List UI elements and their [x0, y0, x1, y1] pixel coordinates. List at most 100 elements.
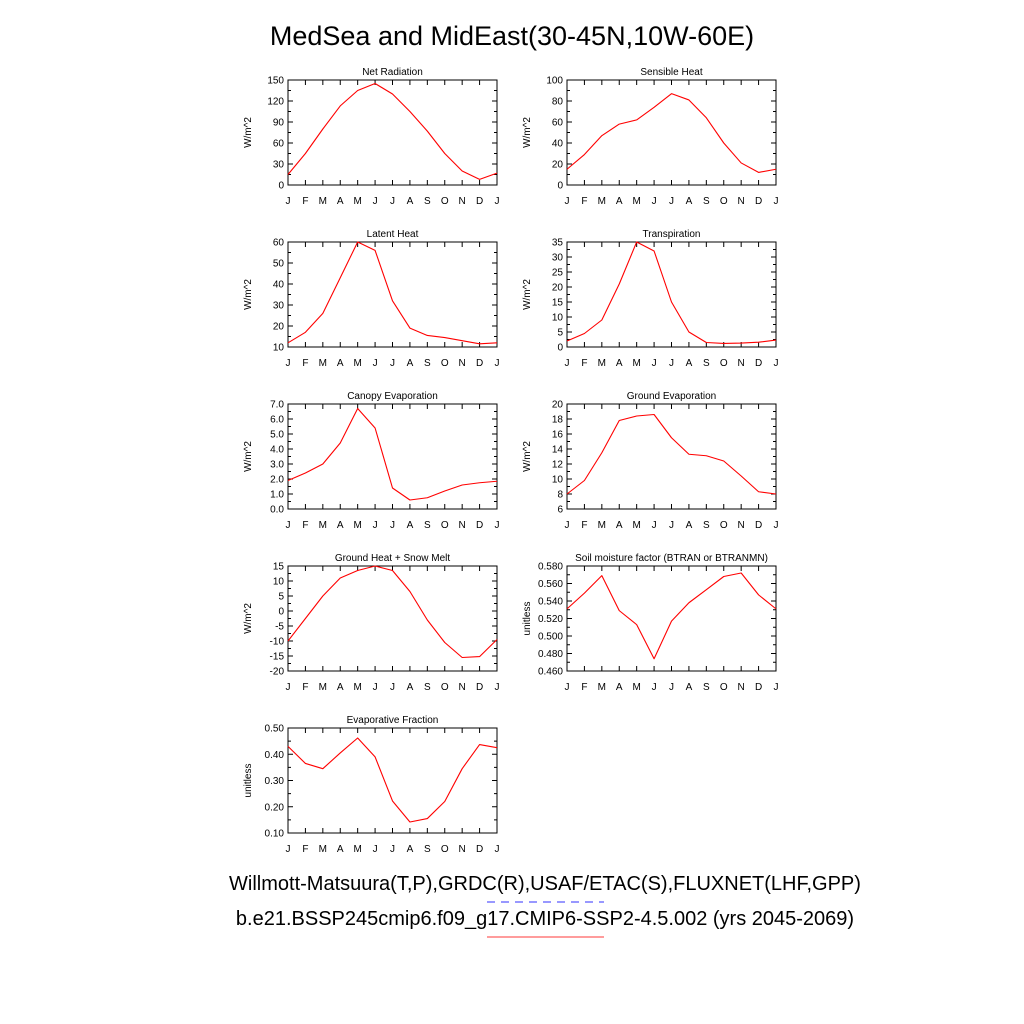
ground-heat-snow-melt-x-tick-label: J	[495, 682, 500, 693]
canopy-evaporation-x-tick-label: A	[407, 520, 414, 531]
net-radiation-y-tick-label: 0	[278, 181, 284, 192]
sensible-heat-x-tick-label: M	[632, 196, 640, 207]
ground-heat-snow-melt-x-tick-label: M	[353, 682, 361, 693]
canopy-evaporation-title: Canopy Evaporation	[347, 391, 438, 402]
ground-evaporation-plot-frame	[566, 403, 777, 510]
transpiration-x-tick-label: N	[738, 358, 745, 369]
ground-evaporation-series-line	[566, 413, 777, 495]
sensible-heat-y-axis-label: W/m^2	[522, 117, 533, 148]
canopy-evaporation-x-tick-label: M	[353, 520, 361, 531]
net-radiation-x-tick-label: S	[424, 196, 431, 207]
canopy-evaporation-x-tick-label: D	[476, 520, 483, 531]
latent-heat-x-tick-label: J	[373, 358, 378, 369]
net-radiation-y-axis-label: W/m^2	[243, 117, 254, 148]
sensible-heat-y-tick-label: 40	[552, 139, 564, 150]
ground-evaporation-y-tick-label: 8	[557, 490, 563, 501]
soil-moisture-factor-btran-or-btranmn-plot-frame	[566, 565, 777, 672]
evaporative-fraction-x-tick-label: J	[373, 844, 378, 855]
transpiration-x-tick-label: F	[581, 358, 587, 369]
canopy-evaporation-y-tick-label: 5.0	[270, 430, 284, 441]
ground-heat-snow-melt-y-axis-label: W/m^2	[243, 603, 254, 634]
ground-evaporation-x-tick-label: J	[652, 520, 657, 531]
transpiration-x-tick-label: J	[652, 358, 657, 369]
evaporative-fraction-plot-frame	[287, 727, 498, 834]
soil-moisture-factor-btran-or-btranmn-x-tick-label: J	[565, 682, 570, 693]
net-radiation-title: Net Radiation	[362, 67, 423, 78]
net-radiation-x-tick-label: O	[441, 196, 449, 207]
sensible-heat-x-tick-label: M	[598, 196, 606, 207]
ground-heat-snow-melt-x-tick-label: M	[319, 682, 327, 693]
latent-heat-x-tick-label: F	[302, 358, 308, 369]
canopy-evaporation-y-tick-label: 1.0	[270, 490, 284, 501]
evaporative-fraction-series-line	[287, 737, 498, 823]
latent-heat-x-tick-label: A	[407, 358, 414, 369]
ground-evaporation-x-tick-label: M	[598, 520, 606, 531]
ground-evaporation-y-tick-label: 14	[552, 445, 564, 456]
ground-evaporation-x-tick-label: J	[774, 520, 779, 531]
ground-evaporation-y-tick-label: 16	[552, 430, 564, 441]
soil-moisture-factor-btran-or-btranmn-y-tick-label: 0.540	[538, 597, 563, 608]
transpiration-y-axis-label: W/m^2	[522, 279, 533, 310]
ground-heat-snow-melt-x-tick-label: J	[390, 682, 395, 693]
ground-heat-snow-melt-y-tick-label: -10	[270, 637, 285, 648]
sensible-heat-x-tick-label: A	[686, 196, 693, 207]
ground-evaporation-x-tick-label: A	[686, 520, 693, 531]
net-radiation-x-tick-label: J	[286, 196, 291, 207]
net-radiation-x-tick-label: A	[337, 196, 344, 207]
net-radiation-x-tick-label: J	[373, 196, 378, 207]
soil-moisture-factor-btran-or-btranmn-y-tick-label: 0.460	[538, 667, 563, 678]
ground-evaporation-y-tick-label: 6	[557, 505, 563, 516]
transpiration-x-tick-label: S	[703, 358, 710, 369]
transpiration-x-tick-label: O	[720, 358, 728, 369]
latent-heat-series-line	[287, 241, 498, 345]
canopy-evaporation-y-axis-label: W/m^2	[243, 441, 254, 472]
soil-moisture-factor-btran-or-btranmn-x-tick-label: S	[703, 682, 710, 693]
ground-heat-snow-melt-x-tick-label: D	[476, 682, 483, 693]
latent-heat-y-axis-label: W/m^2	[243, 279, 254, 310]
canopy-evaporation-y-tick-label: 4.0	[270, 445, 284, 456]
net-radiation-x-tick-label: J	[495, 196, 500, 207]
net-radiation-x-tick-label: M	[353, 196, 361, 207]
soil-moisture-factor-btran-or-btranmn-title: Soil moisture factor (BTRAN or BTRANMN)	[575, 553, 768, 564]
latent-heat-y-tick-label: 30	[273, 301, 285, 312]
ground-heat-snow-melt-x-tick-label: A	[407, 682, 414, 693]
latent-heat-x-tick-label: S	[424, 358, 431, 369]
transpiration-y-tick-label: 10	[552, 313, 564, 324]
canopy-evaporation-x-tick-label: M	[319, 520, 327, 531]
transpiration-y-tick-label: 5	[557, 328, 563, 339]
transpiration-x-tick-label: M	[598, 358, 606, 369]
evaporative-fraction-panel: Evaporative Fraction unitless 0.10 0.20 0.30…	[243, 715, 500, 855]
ground-evaporation-title: Ground Evaporation	[627, 391, 717, 402]
sensible-heat-y-tick-label: 20	[552, 160, 564, 171]
latent-heat-x-tick-label: M	[353, 358, 361, 369]
sensible-heat-x-tick-label: J	[669, 196, 674, 207]
ground-evaporation-y-tick-label: 18	[552, 415, 564, 426]
net-radiation-x-tick-label: D	[476, 196, 483, 207]
soil-moisture-factor-btran-or-btranmn-x-tick-label: O	[720, 682, 728, 693]
net-radiation-y-tick-label: 150	[267, 76, 284, 87]
evaporative-fraction-x-tick-label: D	[476, 844, 483, 855]
evaporative-fraction-x-tick-label: O	[441, 844, 449, 855]
latent-heat-y-tick-label: 50	[273, 259, 285, 270]
canopy-evaporation-y-tick-label: 6.0	[270, 415, 284, 426]
canopy-evaporation-panel: Canopy Evaporation W/m^2 0.0 1.0 2.0 3.0 4.0 5.…	[243, 391, 500, 531]
sensible-heat-y-tick-label: 100	[546, 76, 563, 87]
sensible-heat-x-tick-label: J	[652, 196, 657, 207]
transpiration-x-tick-label: D	[755, 358, 762, 369]
canopy-evaporation-y-tick-label: 3.0	[270, 460, 284, 471]
soil-moisture-factor-btran-or-btranmn-x-tick-label: J	[652, 682, 657, 693]
net-radiation-y-tick-label: 30	[273, 160, 285, 171]
transpiration-plot-frame	[566, 241, 777, 348]
ground-heat-snow-melt-y-tick-label: 0	[278, 607, 284, 618]
evaporative-fraction-title: Evaporative Fraction	[347, 715, 439, 726]
soil-moisture-factor-btran-or-btranmn-x-tick-label: A	[686, 682, 693, 693]
latent-heat-x-tick-label: A	[337, 358, 344, 369]
transpiration-y-tick-label: 15	[552, 298, 564, 309]
sensible-heat-x-tick-label: F	[581, 196, 587, 207]
transpiration-y-tick-label: 20	[552, 283, 564, 294]
canopy-evaporation-x-tick-label: S	[424, 520, 431, 531]
evaporative-fraction-x-tick-label: F	[302, 844, 308, 855]
sensible-heat-title: Sensible Heat	[640, 67, 702, 78]
